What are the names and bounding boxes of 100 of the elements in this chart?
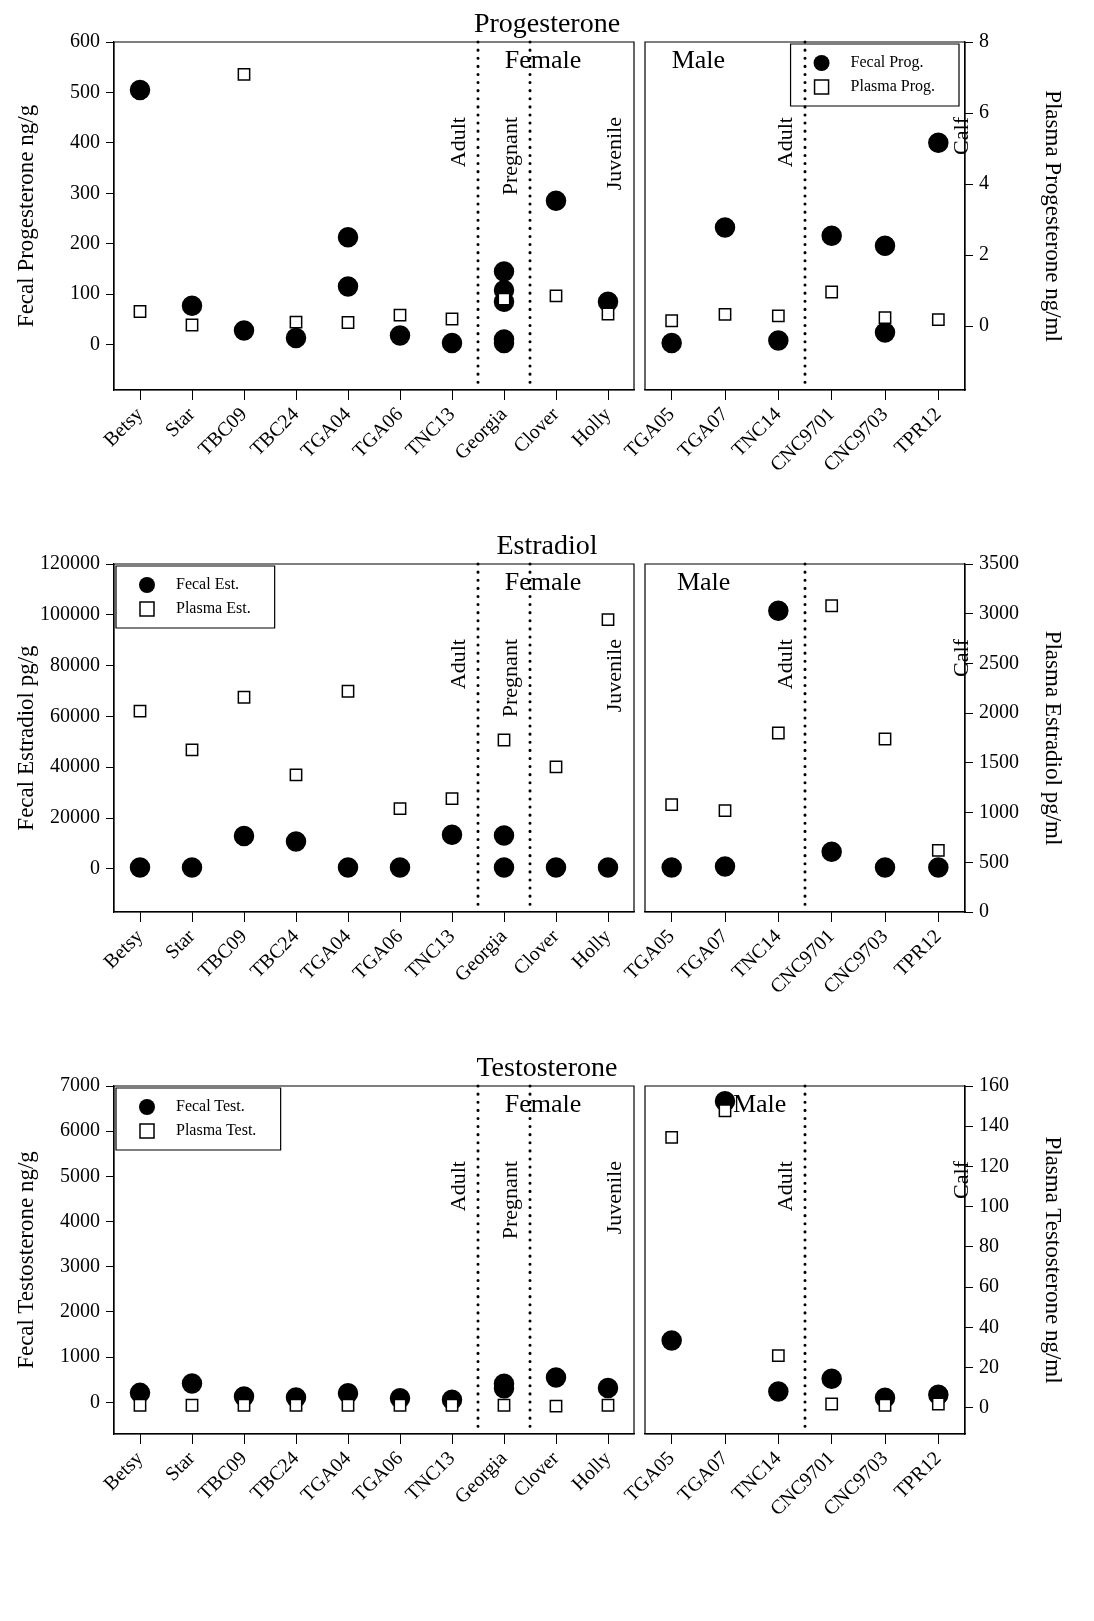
y2-tick-label: 2 xyxy=(979,242,989,265)
point xyxy=(878,311,892,324)
point xyxy=(661,1330,682,1351)
point xyxy=(771,1349,785,1362)
point xyxy=(771,726,785,740)
point xyxy=(665,314,679,328)
point xyxy=(289,315,303,329)
y-tick-label: 60000 xyxy=(50,703,100,726)
point xyxy=(931,313,945,327)
y-tick-label: 120000 xyxy=(40,551,100,574)
y-tick-label: 5000 xyxy=(60,1163,100,1186)
annotation: Adult xyxy=(444,1161,470,1212)
point xyxy=(237,67,251,81)
annotation: Pregnant xyxy=(496,1161,522,1240)
chart-title: Progesterone xyxy=(473,7,621,38)
point xyxy=(393,802,407,815)
x-tick-label: Star xyxy=(160,924,199,963)
point xyxy=(825,285,839,299)
chart-title: Estradiol xyxy=(496,529,598,560)
annotation: Male xyxy=(671,44,726,74)
point xyxy=(821,1368,842,1390)
y2-tick-label: 0 xyxy=(979,1395,989,1418)
point xyxy=(771,309,785,323)
y2-tick-label: 6 xyxy=(979,100,989,123)
annotation: Adult xyxy=(444,639,470,690)
y-tick-label: 80000 xyxy=(50,652,100,675)
point xyxy=(445,792,459,806)
point xyxy=(718,307,732,321)
point xyxy=(341,316,355,329)
point xyxy=(768,600,789,621)
y-tick-label: 3000 xyxy=(60,1254,100,1277)
legend-label: Fecal Test. xyxy=(176,1097,245,1115)
y2-axis-title: Plasma Estradiol pg/ml xyxy=(1041,630,1067,846)
point xyxy=(549,760,563,774)
point xyxy=(665,1130,679,1144)
y2-tick-label: 40 xyxy=(979,1314,999,1337)
legend-label: Fecal Est. xyxy=(176,575,240,593)
point xyxy=(665,798,679,812)
point xyxy=(931,1397,945,1411)
y-axis-title: Fecal Testosterone ng/g xyxy=(12,1150,38,1369)
point xyxy=(549,289,563,303)
annotation: Pregnant xyxy=(496,117,522,196)
x-tick-label: Star xyxy=(160,1446,199,1485)
y-tick-label: 100 xyxy=(70,281,100,304)
y2-tick-label: 80 xyxy=(979,1234,999,1257)
y-tick-label: 300 xyxy=(70,180,100,203)
legend-label: Plasma Test. xyxy=(176,1121,257,1139)
annotation: Juvenile xyxy=(600,1161,626,1235)
y-tick-label: 0 xyxy=(90,1389,100,1412)
point xyxy=(768,1381,789,1402)
y2-tick-label: 3500 xyxy=(979,551,1019,574)
point xyxy=(714,856,736,877)
y2-tick-label: 1500 xyxy=(979,750,1019,773)
y-axis-title: Fecal Progesterone ng/g xyxy=(12,104,38,328)
y2-tick-label: 0 xyxy=(979,313,989,336)
legend-label: Plasma Est. xyxy=(176,599,251,617)
y2-axis-title: Plasma Progesterone ng/ml xyxy=(1041,90,1067,342)
x-tick-label: Star xyxy=(160,402,199,441)
y-tick-label: 200 xyxy=(70,230,100,253)
y-tick-label: 40000 xyxy=(50,754,100,777)
point xyxy=(601,613,615,627)
annotation: Female xyxy=(504,1088,582,1118)
point xyxy=(878,1398,892,1412)
annotation: Female xyxy=(504,566,582,596)
y2-tick-label: 160 xyxy=(979,1073,1009,1096)
point xyxy=(133,305,147,318)
y-tick-label: 100000 xyxy=(40,602,100,625)
y2-tick-label: 4 xyxy=(979,171,989,194)
y-tick-label: 4000 xyxy=(60,1208,100,1231)
annotation: Adult xyxy=(771,1161,797,1212)
y-tick-label: 6000 xyxy=(60,1118,100,1141)
y2-tick-label: 20 xyxy=(979,1354,999,1377)
chart-title: Testosterone xyxy=(476,1051,618,1082)
legend-label: Fecal Prog. xyxy=(850,53,924,72)
y2-tick-label: 3000 xyxy=(979,600,1019,623)
annotation: Juvenile xyxy=(600,117,626,191)
annotation: Male xyxy=(676,566,731,596)
annotation: Adult xyxy=(771,639,797,690)
y-tick-label: 400 xyxy=(70,130,100,153)
y-tick-label: 0 xyxy=(90,856,100,879)
y-tick-label: 0 xyxy=(90,331,100,354)
y2-tick-label: 100 xyxy=(979,1193,1009,1216)
point xyxy=(661,857,682,878)
y2-tick-label: 2500 xyxy=(979,650,1019,673)
y2-tick-label: 2000 xyxy=(979,700,1019,723)
point xyxy=(718,804,732,817)
y-tick-label: 2000 xyxy=(60,1299,100,1322)
y2-tick-label: 60 xyxy=(979,1274,999,1297)
point xyxy=(931,843,945,857)
point xyxy=(825,599,839,613)
point xyxy=(928,857,949,878)
point xyxy=(289,768,303,782)
y2-axis-title: Plasma Testosterone ng/ml xyxy=(1041,1136,1067,1384)
point xyxy=(237,690,251,704)
annotation: Male xyxy=(732,1088,787,1118)
y2-tick-label: 140 xyxy=(979,1113,1009,1136)
y2-tick-label: 8 xyxy=(979,29,989,52)
point xyxy=(874,857,896,878)
y-tick-label: 1000 xyxy=(60,1344,100,1367)
point xyxy=(821,841,842,863)
